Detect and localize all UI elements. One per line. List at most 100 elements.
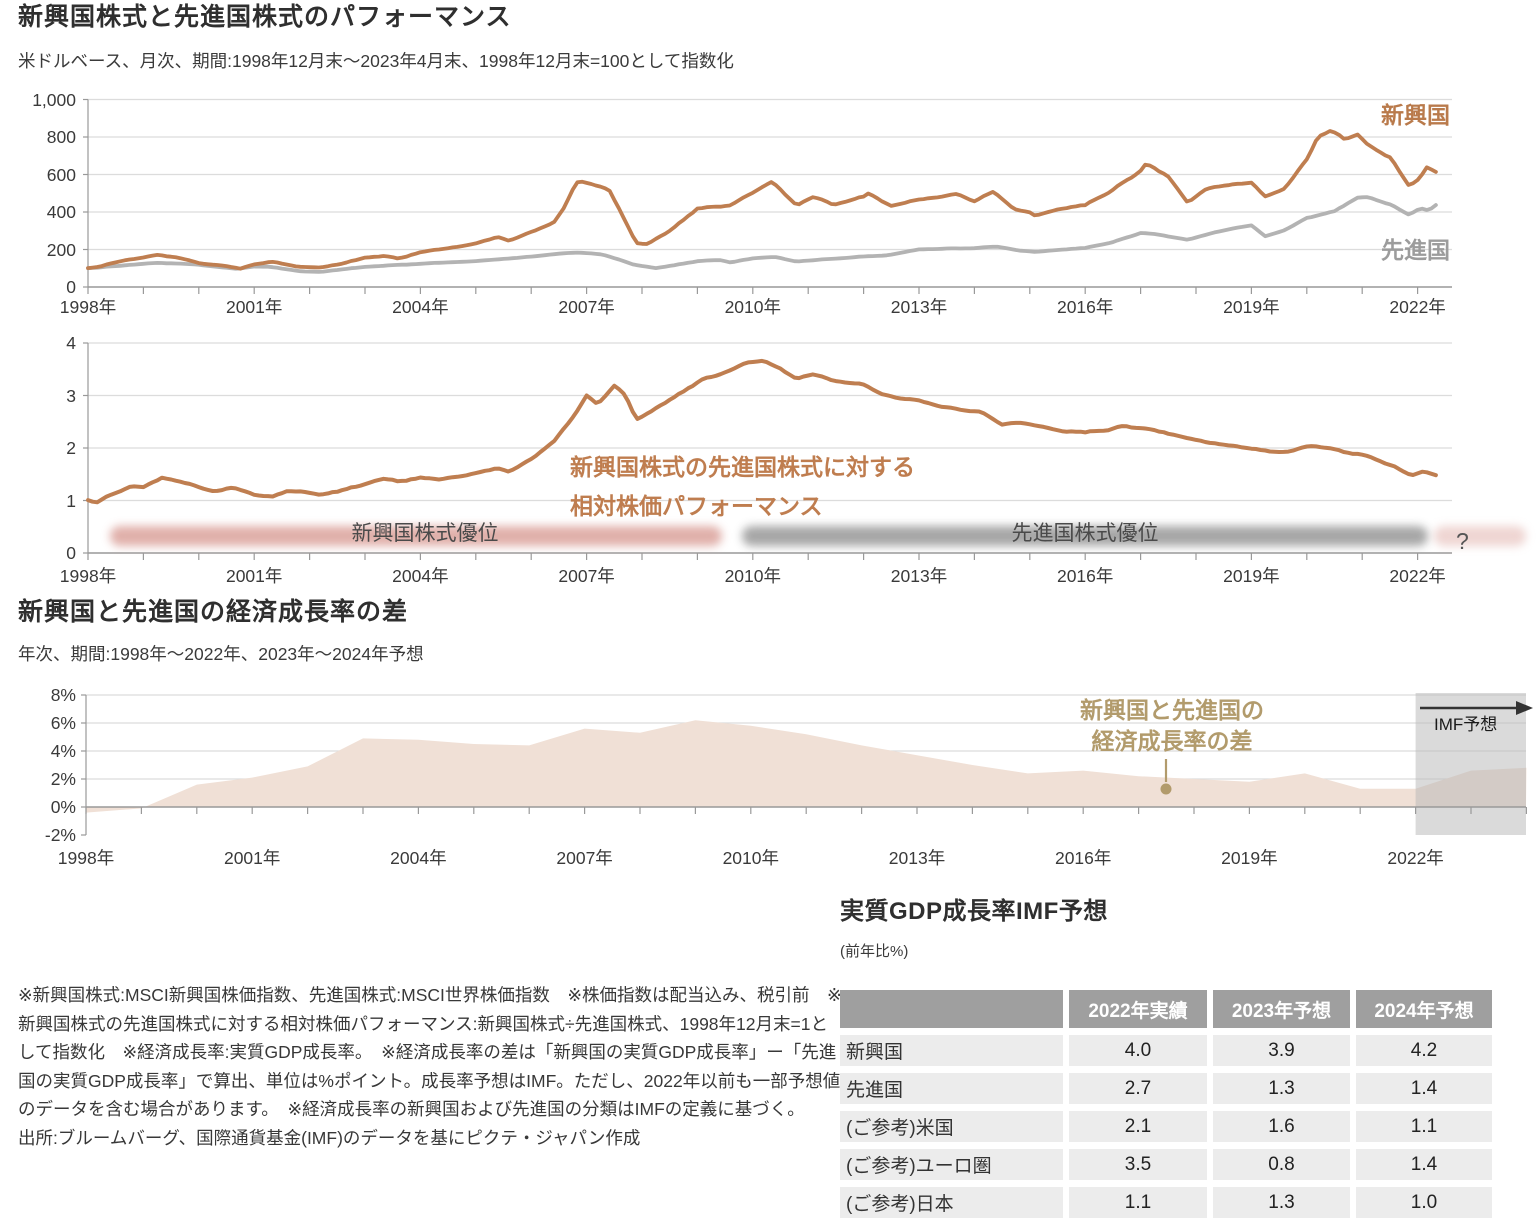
performance-x-tick-label: 2022年: [1389, 297, 1446, 317]
table-header-cell: 2022年実績: [1069, 990, 1207, 1028]
performance-x-tick-label: 2007年: [558, 297, 615, 317]
table-cell: 1.6: [1213, 1111, 1350, 1142]
gdp-forecast-table: 2022年実績 2023年予想 2024年予想 新興国 4.0 3.9 4.2 先進国 2.7 1…: [840, 990, 1492, 1218]
table-row-label: (ご参考)ユーロ圏: [840, 1149, 1063, 1180]
table-cell: 4.0: [1069, 1035, 1207, 1066]
relative-x-tick-label: 2019年: [1223, 566, 1280, 586]
gap-y-tick-label: -2%: [44, 825, 76, 845]
performance-x-tick-label: 2016年: [1056, 297, 1114, 317]
band-developed-dominant-label: 先進国株式優位: [1011, 522, 1159, 545]
table-row-label: 新興国: [840, 1035, 1063, 1066]
gap-y-tick-label: 6%: [50, 713, 76, 733]
gap-x-tick-label: 2013年: [888, 848, 946, 868]
table-cell: 1.3: [1213, 1073, 1350, 1104]
gap-y-tick-label: 8%: [50, 685, 76, 705]
band-future-question: [1434, 526, 1526, 546]
table-cell: 2.7: [1069, 1073, 1207, 1104]
chart1-title: 新興国株式と先進国株式のパフォーマンス: [18, 3, 512, 31]
gap-x-tick-label: 1998年: [57, 848, 115, 868]
table-row-label: 先進国: [840, 1073, 1063, 1104]
performance-y-tick-label: 0: [66, 277, 76, 297]
source-text: 出所:ブルームバーグ、国際通貨基金(IMF)のデータを基にピクテ・ジャパン作成: [18, 1127, 641, 1148]
gap-x-tick-label: 2016年: [1054, 848, 1112, 868]
performance-y-tick-label: 200: [46, 239, 76, 260]
table-header-corner: [840, 990, 1063, 1028]
table-cell: 4.2: [1356, 1035, 1492, 1066]
question-mark: ?: [1456, 528, 1469, 554]
gap-x-tick-label: 2019年: [1221, 848, 1278, 868]
table-title: 実質GDP成長率IMF予想: [840, 898, 1108, 925]
table-cell: 1.1: [1069, 1187, 1207, 1218]
chart2-subtitle: 年次、期間:1998年〜2022年、2023年〜2024年予想: [18, 644, 424, 664]
band-emerging-dominant: [110, 526, 722, 546]
relative-x-tick-label: 2004年: [392, 566, 449, 586]
chart1-subtitle: 米ドルベース、月次、期間:1998年12月末〜2023年4月末、1998年12月…: [18, 51, 734, 71]
performance-y-tick-label: 800: [46, 127, 76, 147]
gap-y-tick-label: 4%: [50, 741, 76, 761]
relative-x-tick-label: 2010年: [724, 566, 782, 586]
relative-y-tick-label: 0: [66, 543, 76, 563]
relative-x-tick-label: 2016年: [1056, 566, 1114, 586]
relative-y-tick-label: 1: [66, 490, 76, 511]
performance-x-tick-label: 2001年: [225, 297, 283, 317]
performance-x-tick-label: 2013年: [890, 297, 948, 317]
relative-annotation-line1: 新興国株式の先進国株式に対する: [570, 454, 915, 480]
relative-x-tick-label: 2007年: [558, 566, 615, 586]
relative-x-tick-label: 2022年: [1389, 566, 1446, 586]
band-emerging-dominant-label: 新興国株式優位: [351, 522, 499, 545]
footnote-text: ※新興国株式:MSCI新興国株価指数、先進国株式:MSCI世界株価指数 ※株価指…: [18, 985, 842, 1120]
table-row-label: (ご参考)米国: [840, 1111, 1063, 1142]
table-cell: 0.8: [1213, 1149, 1350, 1180]
footnote-block: ※新興国株式:MSCI新興国株価指数、先進国株式:MSCI世界株価指数 ※株価指…: [18, 981, 842, 1153]
table-cell: 1.1: [1356, 1111, 1492, 1142]
relative-x-tick-label: 1998年: [59, 566, 117, 586]
performance-y-tick-label: 1,000: [32, 89, 76, 110]
band-developed-dominant: [742, 526, 1428, 546]
em-line: [86, 129, 1438, 271]
relative-y-tick-label: 3: [66, 385, 76, 406]
relative-line: [86, 358, 1438, 505]
dm-line: [86, 195, 1438, 274]
gap-y-tick-label: 2%: [50, 769, 76, 789]
table-cell: 3.5: [1069, 1149, 1207, 1180]
relative-y-tick-label: 4: [66, 333, 76, 353]
gap-annotation-line1: 新興国と先進国の: [1080, 697, 1264, 723]
gap-annotation: 新興国と先進国の 経済成長率の差: [1052, 695, 1292, 757]
gap-callout-dot: [1160, 783, 1172, 795]
imf-forecast-label: IMF予想: [1434, 715, 1498, 734]
table-row-label: (ご参考)日本: [840, 1187, 1063, 1218]
table-cell: 3.9: [1213, 1035, 1350, 1066]
performance-y-tick-label: 600: [46, 164, 76, 185]
performance-x-tick-label: 2010年: [724, 297, 782, 317]
table-cell: 1.0: [1356, 1187, 1492, 1218]
performance-x-tick-label: 2019年: [1223, 297, 1280, 317]
gap-y-tick-label: 0%: [50, 797, 76, 817]
table-unit: (前年比%): [840, 943, 909, 960]
legend-emerging-label: 新興国: [1381, 102, 1450, 128]
table-header-cell: 2024年予想: [1356, 990, 1492, 1028]
gap-x-tick-label: 2010年: [722, 848, 780, 868]
relative-y-tick-label: 2: [66, 438, 76, 458]
table-cell: 1.4: [1356, 1073, 1492, 1104]
table-cell: 2.1: [1069, 1111, 1207, 1142]
table-header-cell: 2023年予想: [1213, 990, 1350, 1028]
imf-forecast-arrowhead: [1516, 701, 1533, 715]
gap-annotation-line2: 経済成長率の差: [1091, 728, 1253, 754]
gap-x-tick-label: 2001年: [223, 848, 281, 868]
chart2-title: 新興国と先進国の経済成長率の差: [18, 598, 409, 626]
performance-x-tick-label: 2004年: [392, 297, 449, 317]
performance-y-tick-label: 400: [46, 202, 76, 222]
gap-x-tick-label: 2022年: [1387, 848, 1444, 868]
relative-x-tick-label: 2013年: [890, 566, 948, 586]
relative-annotation-line2: 相対株価パフォーマンス: [570, 493, 823, 519]
gap-x-tick-label: 2007年: [556, 848, 613, 868]
table-cell: 1.4: [1356, 1149, 1492, 1180]
table-cell: 1.3: [1213, 1187, 1350, 1218]
performance-x-tick-label: 1998年: [59, 297, 117, 317]
gap-x-tick-label: 2004年: [390, 848, 447, 868]
legend-developed-label: 先進国: [1381, 237, 1450, 263]
relative-x-tick-label: 2001年: [225, 566, 283, 586]
